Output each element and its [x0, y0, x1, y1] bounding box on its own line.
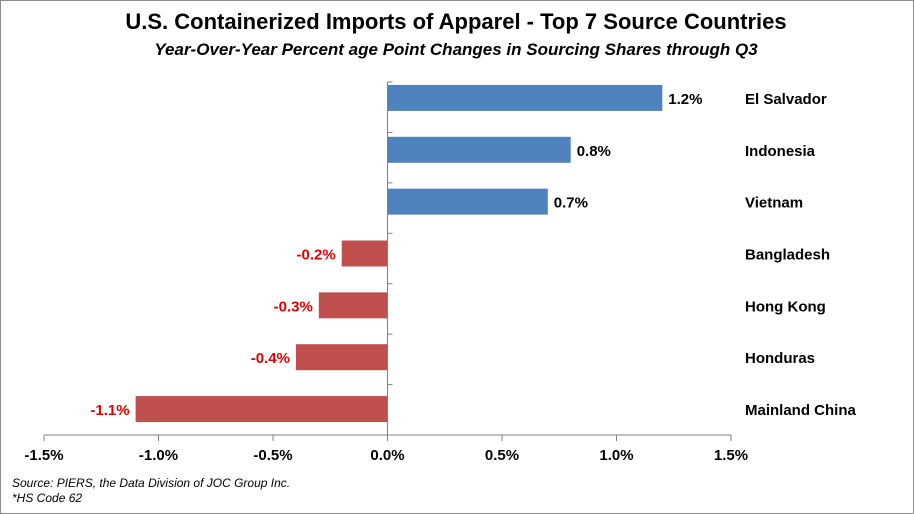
bar-honduras [295, 344, 388, 371]
category-label: Vietnam [745, 195, 803, 212]
data-label: -0.2% [297, 247, 336, 264]
category-label: Hong Kong [745, 298, 826, 315]
data-label: 0.8% [577, 143, 611, 160]
bar-vietnam [387, 188, 548, 215]
chart-title: U.S. Containerized Imports of Apparel - … [125, 9, 787, 34]
x-tick-label: -0.5% [253, 447, 292, 464]
data-label: -0.3% [274, 298, 313, 315]
data-label: 0.7% [554, 195, 588, 212]
bar-mainland-china [135, 396, 388, 423]
hs-code-note: *HS Code 62 [12, 491, 83, 505]
category-label: Honduras [745, 350, 815, 367]
data-label: 1.2% [668, 91, 702, 108]
data-label: -1.1% [90, 402, 129, 419]
bar-indonesia [387, 136, 571, 163]
data-label: -0.4% [251, 350, 290, 367]
x-tick-label: 1.5% [714, 447, 748, 464]
source-note: Source: PIERS, the Data Division of JOC … [12, 476, 291, 490]
x-tick-label: 0.5% [485, 447, 519, 464]
x-tick-label: -1.0% [139, 447, 178, 464]
category-label: Mainland China [745, 402, 856, 419]
category-label: Bangladesh [745, 247, 830, 264]
x-tick-label: 0.0% [370, 447, 404, 464]
bar-el-salvador [387, 84, 663, 111]
category-label: Indonesia [745, 143, 816, 160]
category-label: El Salvador [745, 91, 827, 108]
chart-subtitle: Year-Over-Year Percent age Point Changes… [154, 40, 758, 59]
bar-hong-kong [318, 292, 388, 319]
x-tick-label: 1.0% [599, 447, 633, 464]
bar-bangladesh [341, 240, 388, 267]
x-tick-label: -1.5% [24, 447, 63, 464]
